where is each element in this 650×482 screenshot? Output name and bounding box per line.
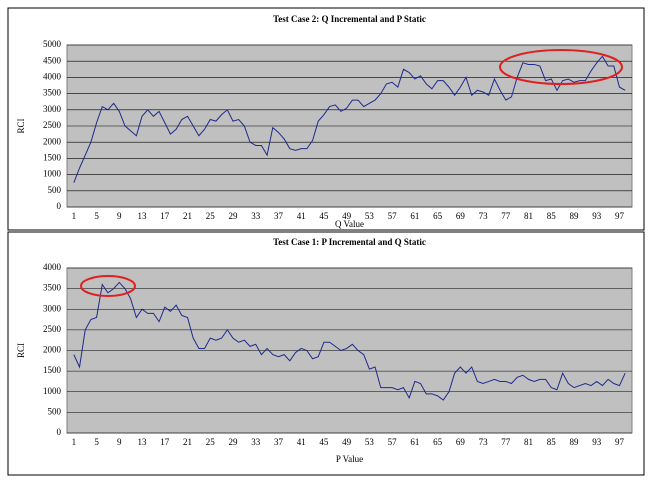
x-tick-label: 41 (297, 437, 306, 447)
x-tick-label: 73 (479, 437, 489, 447)
y-tick-label: 3500 (43, 283, 62, 293)
x-tick-label: 49 (342, 437, 352, 447)
x-tick-label: 9 (117, 437, 122, 447)
x-tick-label: 49 (342, 211, 352, 221)
y-axis-label: RCI (16, 343, 26, 358)
y-tick-label: 2500 (43, 324, 62, 334)
x-tick-label: 29 (228, 211, 238, 221)
y-tick-label: 2000 (43, 345, 62, 355)
x-tick-label: 77 (501, 211, 511, 221)
y-tick-label: 2500 (43, 120, 62, 130)
x-tick-label: 17 (160, 211, 170, 221)
y-tick-label: 1500 (43, 365, 62, 375)
x-tick-label: 25 (206, 211, 216, 221)
x-tick-label: 1 (72, 437, 77, 447)
chart-title: Test Case 2: Q Incremental and P Static (273, 14, 426, 24)
y-tick-label: 4500 (43, 55, 62, 65)
data-line (73, 281, 626, 401)
y-tick-label: 1000 (43, 169, 62, 179)
x-tick-label: 81 (524, 437, 533, 447)
y-tick-label: 5000 (43, 39, 62, 49)
y-tick-label: 3000 (43, 104, 62, 114)
x-tick-label: 89 (570, 437, 580, 447)
x-tick-label: 25 (206, 437, 216, 447)
x-tick-label: 5 (94, 211, 99, 221)
y-tick-label: 3000 (43, 303, 62, 313)
x-tick-label: 57 (388, 437, 398, 447)
x-tick-label: 61 (410, 437, 419, 447)
x-tick-label: 41 (297, 211, 306, 221)
x-tick-label: 17 (160, 437, 170, 447)
x-tick-label: 21 (183, 211, 192, 221)
y-tick-label: 500 (48, 406, 62, 416)
y-tick-label: 4000 (43, 71, 62, 81)
x-tick-label: 53 (365, 211, 375, 221)
highlight-ellipse (80, 275, 136, 297)
x-tick-label: 65 (433, 437, 443, 447)
x-tick-label: 69 (456, 437, 466, 447)
y-tick-label: 0 (57, 201, 62, 211)
x-tick-label: 13 (138, 437, 148, 447)
x-tick-label: 93 (592, 437, 602, 447)
x-tick-label: 37 (274, 437, 284, 447)
x-tick-label: 89 (570, 211, 580, 221)
y-tick-label: 1500 (43, 152, 62, 162)
x-tick-label: 13 (138, 211, 148, 221)
y-tick-label: 1000 (43, 386, 62, 396)
x-tick-label: 69 (456, 211, 466, 221)
chart-title: Test Case 1: P Incremental and Q Static (273, 237, 426, 247)
x-tick-label: 9 (117, 211, 122, 221)
y-tick-label: 500 (48, 185, 62, 195)
x-tick-label: 77 (501, 437, 511, 447)
x-tick-label: 97 (615, 437, 625, 447)
y-tick-label: 3500 (43, 88, 62, 98)
y-tick-label: 2000 (43, 136, 62, 146)
x-tick-label: 53 (365, 437, 375, 447)
y-tick-label: 0 (57, 427, 62, 437)
x-tick-label: 33 (251, 437, 261, 447)
x-tick-label: 85 (547, 211, 557, 221)
y-tick-label: 4000 (43, 262, 62, 272)
x-tick-label: 37 (274, 211, 284, 221)
x-tick-label: 5 (94, 437, 99, 447)
x-tick-label: 61 (410, 211, 419, 221)
y-axis-label: RCI (16, 118, 26, 133)
x-tick-label: 73 (479, 211, 489, 221)
x-tick-label: 33 (251, 211, 261, 221)
x-tick-label: 45 (319, 211, 329, 221)
highlight-ellipse (499, 49, 623, 85)
x-tick-label: 45 (319, 437, 329, 447)
x-axis-label: P Value (336, 454, 363, 464)
x-tick-label: 1 (72, 211, 77, 221)
x-tick-label: 97 (615, 211, 625, 221)
x-tick-label: 93 (592, 211, 602, 221)
data-line (73, 55, 626, 183)
x-tick-label: 21 (183, 437, 192, 447)
x-tick-label: 65 (433, 211, 443, 221)
x-tick-label: 85 (547, 437, 557, 447)
x-tick-label: 81 (524, 211, 533, 221)
x-tick-label: 57 (388, 211, 398, 221)
x-tick-label: 29 (228, 437, 238, 447)
x-axis-label: Q Value (335, 219, 364, 229)
